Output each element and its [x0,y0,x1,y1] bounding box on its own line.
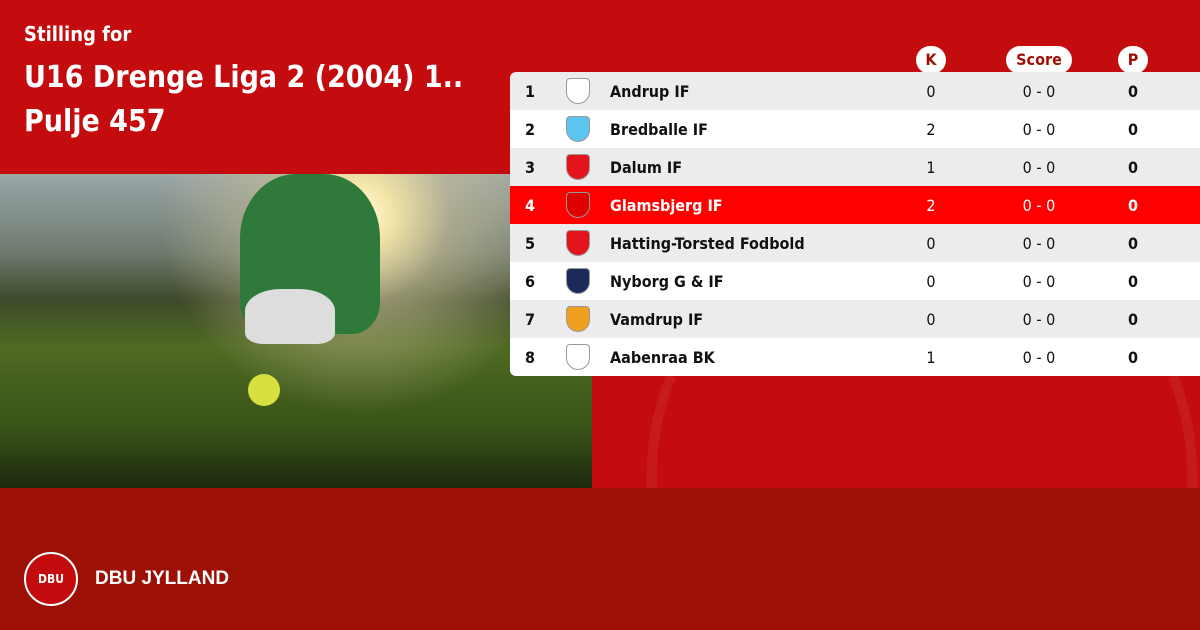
team-name: Nyborg G & IF [610,271,724,291]
team-logo-icon [566,230,590,256]
dbu-logo: DBU [24,552,78,606]
table-row[interactable]: 1 Andrup IF 0 0 - 0 0 [510,72,1200,110]
score-value: 0 - 0 [1022,233,1056,253]
k-value: 1 [926,157,936,177]
logo-watermark [646,376,1198,488]
position: 1 [525,81,536,101]
table-row[interactable]: 6 Nyborg G & IF 0 0 - 0 0 [510,262,1200,300]
points-value: 0 [1127,347,1138,367]
position: 8 [525,347,536,367]
team-logo-icon [566,154,590,180]
points-value: 0 [1127,271,1138,291]
table-row[interactable]: 7 Vamdrup IF 0 0 - 0 0 [510,300,1200,338]
points-value: 0 [1127,119,1138,139]
score-value: 0 - 0 [1022,81,1056,101]
team-name: Dalum IF [610,157,683,177]
logo-text: DBU [38,572,64,586]
team-logo-icon [566,116,590,142]
page-title: U16 Drenge Liga 2 (2004) 1.. Pulje 457 [24,56,504,144]
column-header-k[interactable]: K [916,46,946,74]
score-value: 0 - 0 [1022,309,1056,329]
team-logo-icon [566,344,590,370]
brand-name: DBU JYLLAND [95,568,230,589]
score-value: 0 - 0 [1022,195,1056,215]
team-name: Bredballe IF [610,119,708,139]
table-row[interactable]: 2 Bredballe IF 2 0 - 0 0 [510,110,1200,148]
points-value: 0 [1127,157,1138,177]
team-name: Vamdrup IF [610,309,704,329]
k-value: 0 [926,271,936,291]
score-value: 0 - 0 [1022,271,1056,291]
watermark-ring [646,376,1198,488]
position: 6 [525,271,536,291]
k-value: 0 [926,233,936,253]
position: 7 [525,309,536,329]
k-value: 2 [926,119,936,139]
k-value: 1 [926,347,936,367]
title-line-1: U16 Drenge Liga 2 (2004) 1.. [24,60,464,95]
score-value: 0 - 0 [1022,347,1056,367]
team-name: Andrup IF [610,81,690,101]
player-shorts [245,289,335,344]
title-line-2: Pulje 457 [24,104,166,139]
table-row[interactable]: 3 Dalum IF 1 0 - 0 0 [510,148,1200,186]
team-name: Hatting-Torsted Fodbold [610,233,805,253]
points-value: 0 [1127,195,1138,215]
k-value: 0 [926,309,936,329]
column-header-p[interactable]: P [1118,46,1148,74]
points-value: 0 [1127,81,1138,101]
position: 3 [525,157,536,177]
position: 5 [525,233,536,253]
table-row[interactable]: 5 Hatting-Torsted Fodbold 0 0 - 0 0 [510,224,1200,262]
position: 2 [525,119,536,139]
k-value: 2 [926,195,936,215]
table-row[interactable]: 4 Glamsbjerg IF 2 0 - 0 0 [510,186,1200,224]
subtitle: Stilling for [24,22,132,46]
points-value: 0 [1127,309,1138,329]
team-logo-icon [566,78,590,104]
table-row[interactable]: 8 Aabenraa BK 1 0 - 0 0 [510,338,1200,376]
team-logo-icon [566,192,590,218]
points-value: 0 [1127,233,1138,253]
k-value: 0 [926,81,936,101]
football-photo [0,174,592,488]
position: 4 [525,195,536,215]
score-value: 0 - 0 [1022,119,1056,139]
column-header-score[interactable]: Score [1006,46,1072,74]
ball [248,374,280,406]
team-logo-icon [566,268,590,294]
score-value: 0 - 0 [1022,157,1056,177]
footer-background [0,488,1200,630]
team-logo-icon [566,306,590,332]
team-name: Aabenraa BK [610,347,715,367]
team-name: Glamsbjerg IF [610,195,723,215]
